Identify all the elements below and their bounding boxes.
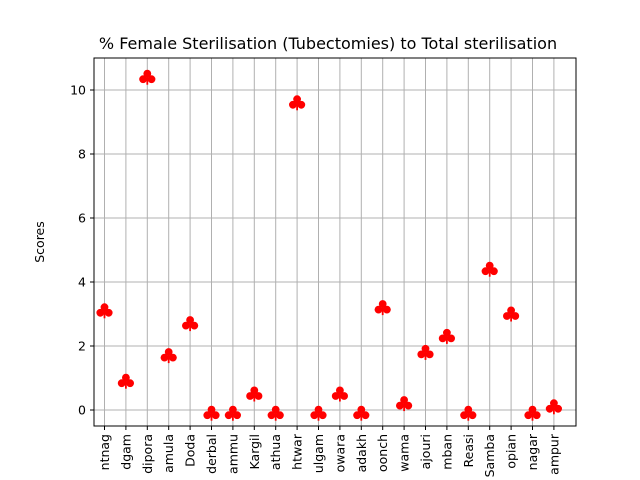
x-tick-label: ntnag: [97, 434, 112, 470]
data-point-club-marker: [396, 396, 413, 412]
y-tick-label: 6: [78, 211, 86, 226]
data-point-club-marker: [289, 95, 306, 111]
data-point-club-marker: [203, 405, 220, 421]
y-axis: 0 2 4 6 8 10: [70, 83, 94, 418]
x-tick-label: ajouri: [418, 434, 433, 469]
data-point-club-marker: [438, 328, 455, 344]
data-point-club-marker: [246, 386, 263, 402]
y-tick-label: 4: [78, 275, 86, 290]
data-point-club-marker: [417, 344, 434, 360]
plot-frame: [93, 57, 577, 427]
x-tick-label: oonch: [375, 434, 390, 472]
data-point-club-marker: [331, 386, 348, 402]
x-tick-labels: ntnag dgam dipora amula Doda derbal ammu Kargil…: [97, 433, 561, 477]
y-tick-label: 10: [70, 83, 86, 98]
data-point-club-marker: [374, 300, 391, 316]
x-tick-label: amula: [161, 434, 176, 473]
data-point-club-marker: [545, 399, 562, 415]
x-tick-label: ampur: [546, 433, 561, 475]
x-tick-label: opian: [504, 434, 519, 469]
x-tick-label: wama: [397, 434, 412, 472]
data-points: [96, 69, 562, 421]
x-tick-label: adakh: [354, 434, 369, 472]
x-tick-label: Kargil: [247, 434, 262, 469]
data-point-club-marker: [524, 405, 541, 421]
y-tick-label: 8: [78, 147, 86, 162]
y-tick-label: 0: [78, 403, 86, 418]
data-point-club-marker: [224, 405, 241, 421]
data-point-club-marker: [139, 69, 156, 85]
x-tick-label: nagar: [525, 433, 540, 470]
x-tick-label: dipora: [140, 434, 155, 474]
x-tick-label: Samba: [482, 434, 497, 477]
x-tick-label: owara: [332, 434, 347, 472]
data-point-club-marker: [160, 348, 177, 364]
grid: [94, 58, 576, 426]
x-tick-label: htwar: [290, 433, 305, 470]
data-point-club-marker: [182, 316, 199, 332]
data-point-club-marker: [481, 261, 498, 277]
y-tick-label: 2: [78, 339, 86, 354]
x-tick-label: ammu: [225, 434, 240, 474]
data-point-club-marker: [267, 405, 284, 421]
x-tick-label: Doda: [183, 434, 198, 467]
data-point-club-marker: [503, 306, 520, 322]
x-tick-label: dgam: [118, 434, 133, 470]
x-tick-label: ulgam: [311, 434, 326, 473]
y-axis-label: Scores: [32, 221, 47, 263]
data-point-club-marker: [353, 405, 370, 421]
chart-title: % Female Sterilisation (Tubectomies) to …: [99, 34, 557, 53]
data-point-club-marker: [460, 405, 477, 421]
x-tick-label: derbal: [204, 434, 219, 474]
x-axis: ntnag dgam dipora amula Doda derbal ammu Kargil…: [97, 426, 561, 477]
data-point-club-marker: [96, 303, 113, 319]
x-tick-label: Reasi: [461, 434, 476, 467]
data-point-club-marker: [117, 373, 134, 389]
x-tick-label: mban: [439, 434, 454, 470]
x-tick-label: athua: [268, 434, 283, 470]
data-point-club-marker: [310, 405, 327, 421]
